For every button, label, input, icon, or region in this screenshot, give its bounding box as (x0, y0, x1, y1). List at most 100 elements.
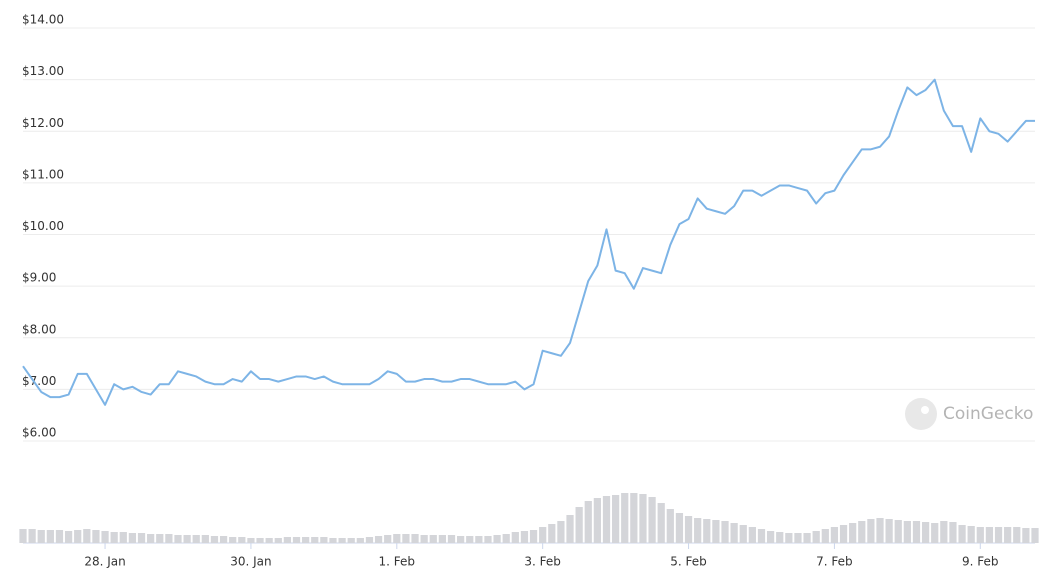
volume-bar (457, 536, 465, 543)
volume-bar (912, 521, 921, 543)
y-tick-label: $8.00 (22, 322, 56, 336)
volume-bar (539, 527, 547, 543)
volume-bar (1013, 527, 1021, 543)
volume-bar (675, 513, 684, 543)
volume-bar (320, 537, 328, 543)
volume-bar (347, 538, 355, 543)
volume-bar (128, 533, 137, 543)
volume-bar (712, 520, 720, 543)
volume-bar (183, 535, 191, 543)
y-tick-label: $10.00 (22, 219, 64, 233)
volume-bar (356, 538, 364, 543)
volume-bar (447, 535, 456, 543)
volume-bar (630, 493, 638, 543)
price-line (22, 78, 1035, 406)
volume-bar (438, 535, 447, 543)
plot: $6.00 $7.00 $8.00 $9.00 $10.00 $11.00 $12.00 $1… (19, 13, 1039, 569)
volume-bar (657, 503, 665, 543)
volume-bar (365, 537, 374, 543)
volume-bar (92, 530, 100, 543)
y-tick-label: $13.00 (22, 64, 64, 78)
volume-bar (174, 535, 182, 543)
volume-bar (137, 533, 146, 543)
volume-bar (949, 522, 957, 543)
volume-bar (28, 529, 36, 543)
volume-bar (19, 529, 27, 543)
volume-bar (839, 525, 848, 543)
volume-bar (201, 535, 209, 543)
volume-bar (785, 533, 793, 543)
volume-bar (602, 496, 611, 543)
volume-bar (64, 531, 73, 543)
volume-bar (238, 537, 246, 543)
volume-bar (876, 518, 884, 543)
volume-bar (940, 521, 948, 543)
volume-bar (1031, 528, 1039, 543)
x-tick-label: 7. Feb (816, 555, 853, 569)
volume-bar (730, 523, 738, 543)
volume-bar (858, 521, 866, 543)
x-tick-label: 9. Feb (962, 555, 999, 569)
watermark-eye (921, 406, 929, 414)
volume-bar (803, 533, 811, 543)
volume-bar (830, 527, 839, 543)
watermark: CoinGecko (905, 398, 1033, 430)
volume-bar (748, 527, 756, 543)
volume-bar (256, 538, 264, 543)
volume-bar (593, 498, 601, 543)
volume-bar (429, 535, 437, 543)
volume-bar (566, 515, 574, 543)
y-tick-label: $6.00 (22, 426, 56, 440)
x-tick-label: 1. Feb (379, 555, 416, 569)
volume-bar (1022, 528, 1030, 543)
volume-bar (520, 531, 529, 543)
volume-bar (985, 527, 994, 543)
y-tick-label: $14.00 (22, 13, 64, 27)
volume-bar (265, 538, 273, 543)
volume-bar (849, 523, 857, 543)
x-tick-label: 28. Jan (84, 555, 125, 569)
volume-bar (821, 529, 829, 543)
y-tick-label: $12.00 (22, 116, 64, 130)
volume-bar (411, 534, 419, 543)
volume-bar (921, 522, 930, 543)
volume-bar (55, 530, 64, 543)
volume-bar (703, 519, 711, 543)
volume-bar (584, 501, 592, 543)
volume-bar (83, 529, 91, 543)
volume-bar (420, 535, 428, 543)
volume-bar (101, 531, 109, 543)
volume-bar (894, 520, 902, 543)
volume-bar (511, 532, 519, 543)
volume-bar (329, 538, 337, 543)
volume-bar (794, 533, 802, 543)
volume-bar (903, 521, 911, 543)
volume-bar (621, 493, 629, 543)
volume-bar (219, 536, 228, 543)
volume-bar (493, 535, 501, 543)
watermark-text: CoinGecko (943, 404, 1033, 424)
y-tick-label: $11.00 (22, 167, 64, 181)
volume-bar (757, 529, 766, 543)
volume-bar (74, 530, 82, 543)
volume-bar (484, 536, 492, 543)
volume-bar (557, 521, 565, 543)
volume-bar (529, 530, 538, 543)
volume-bar (766, 531, 775, 543)
volume-bar (648, 497, 656, 543)
volume-bar (156, 534, 164, 543)
volume-bar (885, 519, 893, 543)
volume-bar (694, 518, 702, 543)
volume-bar (110, 532, 118, 543)
volume-bar (46, 530, 54, 543)
volume-bar (393, 534, 401, 543)
volume-bar (466, 536, 474, 543)
volume-bar (165, 534, 173, 543)
volume-bar (739, 525, 747, 543)
y-tick-label: $7.00 (22, 374, 56, 388)
volume-bar (192, 535, 200, 543)
volume-bar (283, 537, 292, 543)
volume-bar (274, 538, 282, 543)
